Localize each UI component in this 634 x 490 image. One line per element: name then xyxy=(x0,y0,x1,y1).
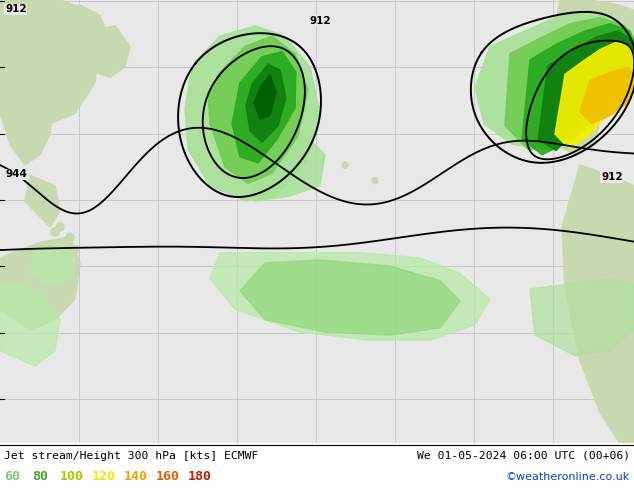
Text: 180: 180 xyxy=(188,470,212,483)
Polygon shape xyxy=(548,88,600,155)
Polygon shape xyxy=(250,134,325,201)
Polygon shape xyxy=(0,0,100,124)
Polygon shape xyxy=(0,284,60,366)
Polygon shape xyxy=(475,10,634,149)
Polygon shape xyxy=(538,31,634,150)
Text: 60: 60 xyxy=(4,470,20,483)
Polygon shape xyxy=(505,18,634,149)
Text: 944: 944 xyxy=(5,170,27,179)
Circle shape xyxy=(71,245,79,254)
Polygon shape xyxy=(555,41,634,149)
Text: 140: 140 xyxy=(124,470,148,483)
Polygon shape xyxy=(0,5,110,77)
Circle shape xyxy=(51,228,59,236)
Text: 120: 120 xyxy=(92,470,116,483)
Circle shape xyxy=(342,162,348,168)
Polygon shape xyxy=(562,165,634,443)
Polygon shape xyxy=(208,36,308,184)
Text: Jet stream/Height 300 hPa [kts] ECMWF: Jet stream/Height 300 hPa [kts] ECMWF xyxy=(4,451,259,461)
Text: We 01-05-2024 06:00 UTC (00+06): We 01-05-2024 06:00 UTC (00+06) xyxy=(417,451,630,461)
Polygon shape xyxy=(0,237,80,330)
Polygon shape xyxy=(240,260,460,335)
Text: 160: 160 xyxy=(156,470,180,483)
Polygon shape xyxy=(254,74,276,119)
Text: 100: 100 xyxy=(60,470,84,483)
Text: 912: 912 xyxy=(310,16,332,25)
Circle shape xyxy=(571,197,579,205)
Text: 912: 912 xyxy=(601,172,623,182)
Polygon shape xyxy=(558,26,600,67)
Polygon shape xyxy=(0,0,55,165)
Circle shape xyxy=(61,238,69,246)
Polygon shape xyxy=(30,243,75,287)
Circle shape xyxy=(66,233,74,241)
Polygon shape xyxy=(580,67,634,124)
Polygon shape xyxy=(522,24,634,155)
Text: ©weatheronline.co.uk: ©weatheronline.co.uk xyxy=(506,472,630,482)
Polygon shape xyxy=(246,64,286,142)
Text: 912: 912 xyxy=(5,4,27,14)
Circle shape xyxy=(372,177,378,184)
Polygon shape xyxy=(25,175,60,227)
Polygon shape xyxy=(530,278,634,356)
Text: 80: 80 xyxy=(32,470,48,483)
Polygon shape xyxy=(210,253,490,341)
Polygon shape xyxy=(232,51,296,163)
Polygon shape xyxy=(530,0,634,82)
Polygon shape xyxy=(185,26,320,201)
Circle shape xyxy=(56,223,64,231)
Polygon shape xyxy=(88,26,130,77)
